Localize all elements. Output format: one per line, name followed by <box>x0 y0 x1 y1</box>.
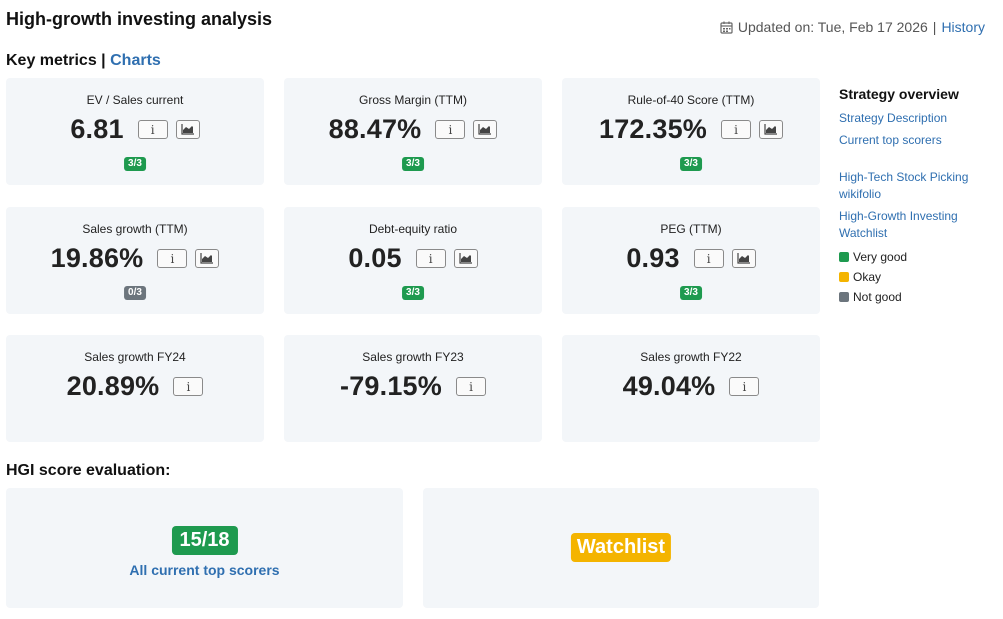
metric-label: Gross Margin (TTM) <box>359 93 467 107</box>
strategy-sidebar: Strategy overview Strategy Description C… <box>839 86 999 310</box>
legend-label: Okay <box>853 270 882 284</box>
metric-value: 6.81 <box>70 114 124 144</box>
metric-value: 0.93 <box>626 243 680 273</box>
metric-value: 88.47% <box>328 114 422 144</box>
updated-text: Updated on: Tue, Feb 17 2026 <box>737 19 928 35</box>
metric-value: 0.05 <box>348 243 402 273</box>
metric-card: Sales growth FY24 20.89% i <box>6 335 264 442</box>
metric-card: Gross Margin (TTM) 88.47% i 3/3 <box>284 78 542 185</box>
metric-card: Rule-of-40 Score (TTM) 172.35% i 3/3 <box>562 78 820 185</box>
hgi-verdict-card: Watchlist <box>423 488 819 608</box>
metric-label: Debt-equity ratio <box>368 222 458 236</box>
metric-value: 20.89% <box>66 371 160 401</box>
legend-label: Very good <box>853 250 908 264</box>
strategy-description-link[interactable]: Strategy Description <box>839 111 948 125</box>
metric-card: Sales growth FY22 49.04% i <box>562 335 820 442</box>
legend-item-okay: Okay <box>839 270 999 284</box>
key-metrics-separator: | <box>101 52 106 69</box>
metric-label: Sales growth FY24 <box>84 350 186 364</box>
metric-label: Rule-of-40 Score (TTM) <box>627 93 755 107</box>
area-chart-icon[interactable] <box>195 249 220 268</box>
info-icon[interactable]: i <box>415 249 446 268</box>
legend-swatch <box>839 272 849 282</box>
metric-label: Sales growth FY23 <box>362 350 464 364</box>
legend-item-not-good: Not good <box>839 290 999 304</box>
updated-info: Updated on: Tue, Feb 17 2026 | History <box>720 19 985 35</box>
info-icon[interactable]: i <box>693 249 724 268</box>
area-chart-icon[interactable] <box>175 120 200 139</box>
legend-item-very-good: Very good <box>839 250 999 264</box>
sidebar-title: Strategy overview <box>839 86 959 102</box>
score-badge: 0/3 <box>124 286 146 300</box>
metric-value: 19.86% <box>50 243 144 273</box>
area-chart-icon[interactable] <box>759 120 783 139</box>
legend-swatch <box>839 252 849 262</box>
metric-label: PEG (TTM) <box>660 222 722 236</box>
metric-card: PEG (TTM) 0.93 i 3/3 <box>562 207 820 314</box>
metric-label: Sales growth FY22 <box>640 350 742 364</box>
score-badge: 3/3 <box>402 157 424 171</box>
metric-value: 172.35% <box>599 114 707 144</box>
metric-value: -79.15% <box>340 371 442 401</box>
current-top-scorers-link[interactable]: Current top scorers <box>839 133 942 147</box>
area-chart-icon[interactable] <box>473 120 498 139</box>
hgi-score-card: 15/18 All current top scorers <box>6 488 403 608</box>
metric-value: 49.04% <box>622 371 716 401</box>
all-top-scorers-link[interactable]: All current top scorers <box>129 562 280 578</box>
hgi-title: HGI score evaluation: <box>6 462 171 479</box>
score-badge: 3/3 <box>124 157 146 171</box>
history-link[interactable]: History <box>941 19 985 35</box>
calendar-icon <box>720 21 733 34</box>
score-badge: 3/3 <box>680 157 702 171</box>
metric-label: EV / Sales current <box>86 93 184 107</box>
info-icon[interactable]: i <box>455 377 486 396</box>
page-title: High-growth investing analysis <box>6 9 273 29</box>
watchlist-link[interactable]: High-Growth Investing Watchlist <box>839 209 958 240</box>
watchlist-badge: Watchlist <box>570 533 672 562</box>
info-icon[interactable]: i <box>729 377 760 396</box>
info-icon[interactable]: i <box>137 120 168 139</box>
area-chart-icon[interactable] <box>731 249 756 268</box>
metric-label: Sales growth (TTM) <box>82 222 188 236</box>
legend-swatch <box>839 292 849 302</box>
charts-link[interactable]: Charts <box>110 52 161 69</box>
info-icon[interactable]: i <box>157 249 188 268</box>
key-metrics-title: Key metrics | Charts <box>6 52 161 70</box>
hgi-score-badge: 15/18 <box>171 526 238 555</box>
header-separator: | <box>932 19 937 35</box>
metric-card: Sales growth FY23 -79.15% i <box>284 335 542 442</box>
metric-card: Sales growth (TTM) 19.86% i 0/3 <box>6 207 264 314</box>
wikifolio-link[interactable]: High-Tech Stock Picking wikifolio <box>839 170 969 201</box>
score-badge: 3/3 <box>680 286 702 300</box>
area-chart-icon[interactable] <box>453 249 478 268</box>
legend-label: Not good <box>853 290 902 304</box>
legend: Very good Okay Not good <box>839 250 999 304</box>
metric-card: EV / Sales current 6.81 i 3/3 <box>6 78 264 185</box>
info-icon[interactable]: i <box>435 120 466 139</box>
key-metrics-label: Key metrics <box>6 52 97 69</box>
metric-card: Debt-equity ratio 0.05 i 3/3 <box>284 207 542 314</box>
info-icon[interactable]: i <box>721 120 751 139</box>
score-badge: 3/3 <box>402 286 424 300</box>
info-icon[interactable]: i <box>173 377 204 396</box>
